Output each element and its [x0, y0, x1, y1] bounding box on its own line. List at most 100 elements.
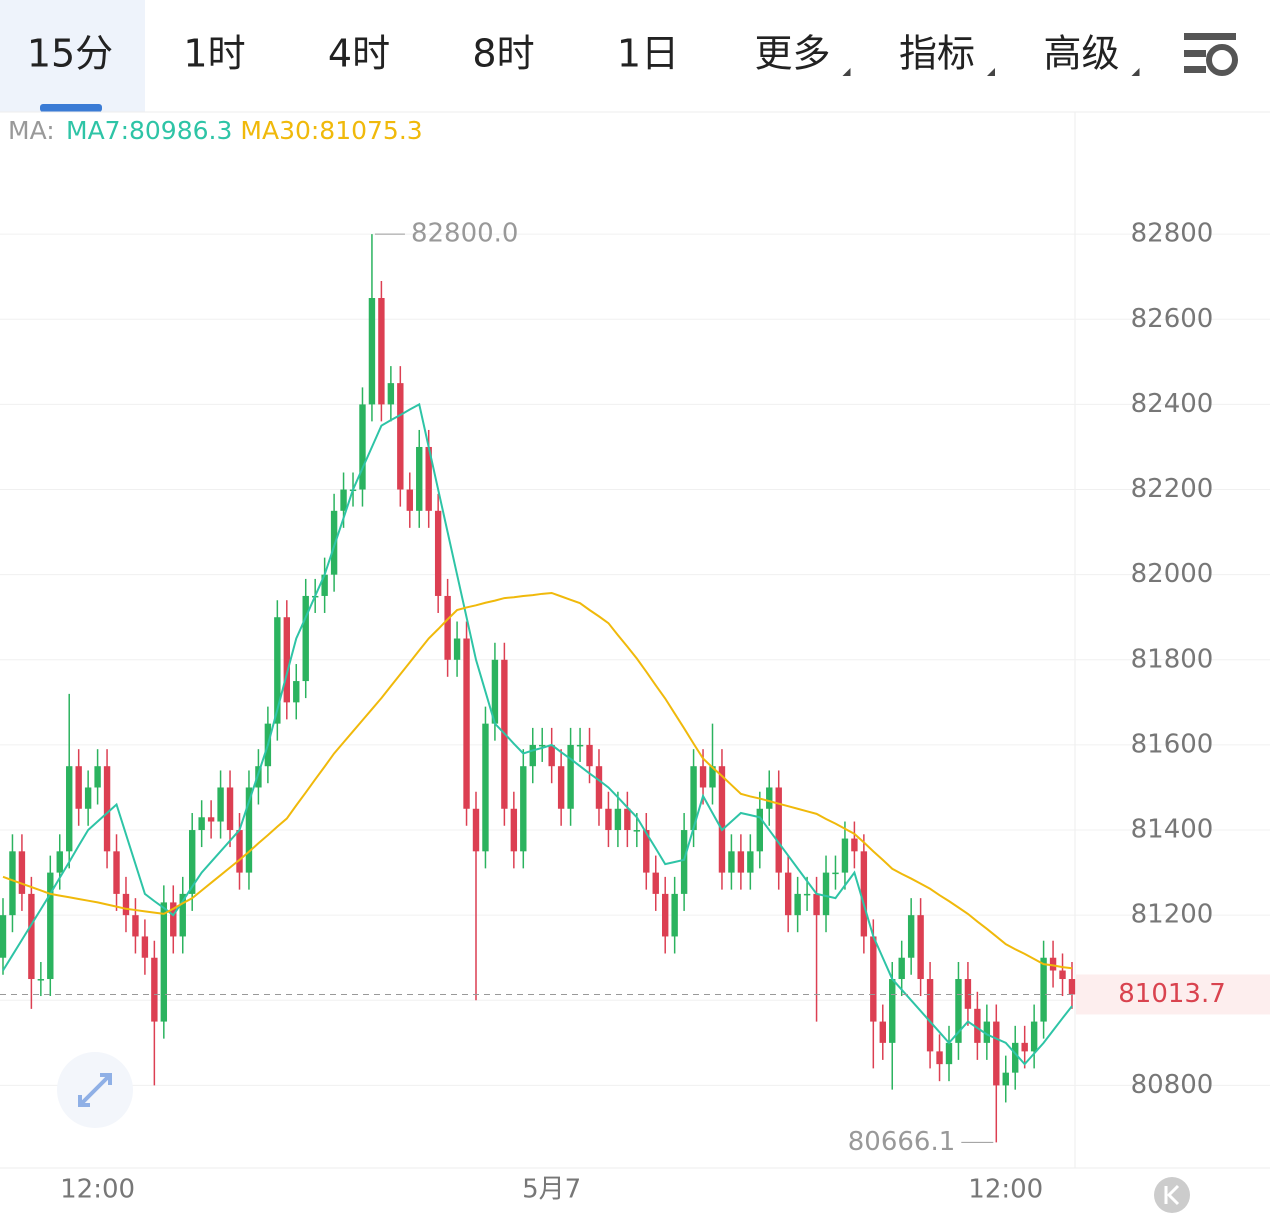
candle-body — [737, 851, 745, 873]
candle-body — [103, 766, 111, 852]
candle-body — [321, 574, 328, 596]
legend-entry: MA7:80986.3 — [66, 116, 232, 145]
candle-body — [747, 851, 754, 873]
y-tick-label: 81400 — [1131, 815, 1214, 845]
candle-body — [520, 766, 527, 852]
candle-body — [662, 893, 669, 937]
candle-body — [245, 787, 253, 873]
candle-body — [1030, 1021, 1038, 1052]
candle-body — [283, 617, 290, 703]
y-tick-label: 81800 — [1131, 644, 1214, 674]
candle-body — [955, 979, 962, 1043]
dropdown-triangle — [842, 68, 851, 76]
candle-body — [936, 1051, 943, 1065]
candle-body — [614, 808, 622, 831]
candle-body — [453, 638, 461, 660]
candle-body — [964, 979, 972, 1009]
candle-body — [784, 872, 792, 916]
y-tick-label: 82600 — [1131, 304, 1214, 334]
tab[interactable]: 8时 — [472, 32, 534, 76]
y-tick-label: 82800 — [1131, 219, 1214, 249]
candle-body — [680, 830, 688, 894]
candle-body — [189, 830, 196, 894]
min-label: 80666.1 — [848, 1127, 956, 1157]
candle-body — [907, 915, 915, 958]
candle-body — [217, 787, 224, 822]
candle-body — [141, 936, 149, 958]
candle-body — [1049, 957, 1057, 971]
candle-body — [652, 872, 659, 894]
tab[interactable]: 1时 — [183, 32, 245, 76]
tab[interactable]: 更多 — [754, 32, 830, 76]
candle-body — [359, 404, 366, 490]
last-price-bg — [1076, 974, 1270, 1015]
candle-body — [368, 298, 376, 405]
candle-body — [151, 957, 158, 1022]
candle-body — [293, 681, 300, 703]
candle-body — [775, 787, 782, 873]
candle-body — [122, 893, 130, 916]
tab[interactable]: 指标 — [899, 32, 975, 76]
candle-body — [255, 766, 262, 788]
candle-body — [340, 489, 347, 511]
candle-body — [207, 817, 215, 822]
candle-body — [444, 595, 451, 660]
candle-body — [510, 808, 518, 852]
candle-body — [416, 446, 423, 511]
candle-body — [18, 851, 26, 894]
candle-body — [1059, 970, 1066, 980]
x-tick-label: 12:00 — [968, 1175, 1043, 1205]
candle-body — [567, 744, 574, 809]
candle-body — [198, 817, 205, 831]
candle-body — [1012, 1042, 1019, 1073]
candle-body — [595, 766, 603, 809]
tab[interactable]: 15分 — [27, 32, 113, 76]
candle-body — [1068, 979, 1076, 995]
scroll-latest-button[interactable] — [1154, 1177, 1190, 1213]
candle-body — [434, 510, 442, 596]
y-tick-label: 81200 — [1131, 900, 1214, 930]
x-tick-label: 5月7 — [522, 1175, 581, 1205]
candle-body — [624, 808, 631, 831]
candle-body — [832, 872, 839, 875]
candle-body — [718, 766, 726, 873]
candle-body — [0, 915, 7, 958]
candle-body — [463, 638, 470, 809]
candle-body — [406, 489, 413, 511]
candle-body — [974, 1008, 981, 1043]
candle-body — [917, 915, 924, 980]
legend-entry: MA30:81075.3 — [240, 116, 422, 145]
tab[interactable]: 高级 — [1043, 32, 1119, 76]
dropdown-triangle — [987, 68, 995, 76]
active-tab-underline — [40, 104, 102, 112]
candle-body — [851, 838, 858, 852]
candle-body — [387, 383, 395, 405]
y-tick-label: 81600 — [1131, 729, 1214, 759]
candle-body — [66, 766, 73, 852]
candle-body — [898, 957, 905, 980]
candle-body — [813, 893, 820, 916]
candle-body — [690, 766, 697, 831]
tab[interactable]: 4时 — [328, 32, 390, 76]
candle-body — [643, 830, 650, 873]
candle-body — [766, 787, 773, 809]
expand-icon — [78, 1073, 112, 1107]
candle-body — [709, 766, 716, 788]
candle-body — [671, 893, 678, 937]
candle-body — [274, 617, 281, 724]
candle-body — [586, 744, 593, 767]
candle-body — [378, 298, 385, 405]
candle-body — [1021, 1042, 1028, 1052]
candle-body — [576, 744, 584, 747]
candle-body — [860, 851, 868, 937]
candle-body — [557, 766, 565, 809]
candle-body — [803, 893, 811, 896]
candle-body — [75, 766, 82, 809]
settings-icon[interactable] — [1184, 33, 1238, 76]
candle-body — [47, 872, 54, 980]
candle-body — [170, 902, 177, 937]
tab[interactable]: 1日 — [617, 32, 679, 76]
candle-body — [132, 915, 139, 937]
candle-body — [605, 808, 612, 831]
